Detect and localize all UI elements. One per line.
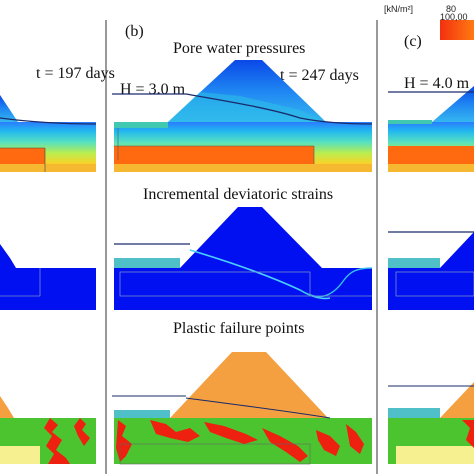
panel-b-plastic-title: Plastic failure points bbox=[173, 320, 305, 337]
panel-a-plastic-model bbox=[0, 396, 96, 464]
legend-tick-bottom: 100,00 bbox=[440, 12, 468, 22]
panel-b-plastic-model bbox=[112, 352, 372, 465]
panel-b-pore-title: Pore water pressures bbox=[173, 40, 305, 57]
panel-a-time-label: t = 197 days bbox=[36, 65, 115, 82]
legend-colorbar bbox=[440, 20, 474, 40]
panel-b-strain-model bbox=[114, 207, 373, 310]
panel-c: (c) H = 4.0 m [kN/m²] 80 100,00 bbox=[384, 4, 474, 464]
panel-b-time-label: t = 247 days bbox=[280, 67, 359, 84]
pressure-legend: [kN/m²] 80 100,00 bbox=[384, 4, 474, 40]
panel-b-water-level-label: H = 3.0 m bbox=[120, 81, 186, 98]
legend-tick-top: 80 bbox=[446, 4, 456, 14]
panel-a-strain-model bbox=[0, 244, 96, 310]
panel-a: t = 197 days bbox=[0, 65, 115, 464]
panel-c-water-level-label: H = 4.0 m bbox=[404, 75, 470, 92]
panel-a-pore-model bbox=[0, 95, 97, 172]
panel-b-tag: (b) bbox=[125, 23, 144, 40]
panel-b: (b) Pore water pressures t = 247 days H … bbox=[112, 23, 373, 465]
panel-c-pore-model bbox=[388, 86, 474, 172]
legend-unit-label: [kN/m²] bbox=[384, 4, 413, 14]
panel-b-pore-model bbox=[112, 60, 373, 172]
panel-c-strain-model bbox=[388, 231, 474, 310]
panel-b-strain-title: Incremental deviatoric strains bbox=[143, 186, 333, 203]
panel-c-tag: (c) bbox=[404, 33, 422, 50]
panel-c-plastic-model bbox=[388, 382, 474, 464]
